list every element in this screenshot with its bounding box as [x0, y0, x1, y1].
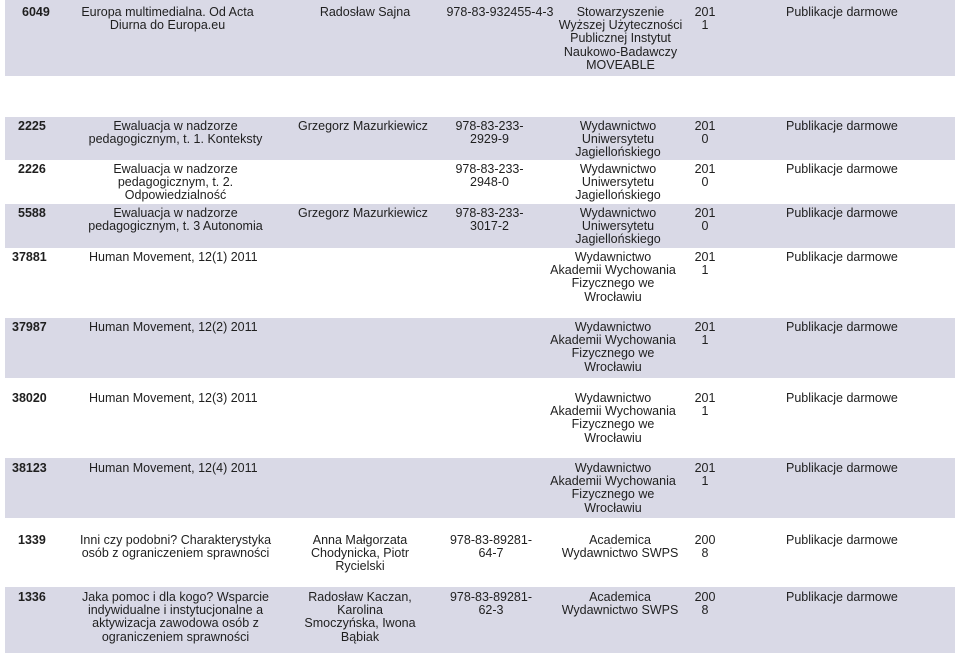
row-isbn: 978-83-233-2929-9 [455, 119, 524, 147]
row-author: Radosław Sajna [319, 5, 411, 19]
row-title: Inni czy podobni? Charakterystyka osób z… [79, 533, 272, 561]
row-year: 201 0 [694, 119, 716, 147]
row-id: 2226 [18, 162, 46, 176]
table-row: 1336 Jaka pomoc i dla kogo? Wsparcie ind… [5, 587, 955, 653]
row-publisher: Wydawnictwo Uniwersytetu Jagiellońskiego [575, 119, 661, 160]
row-id: 1336 [18, 590, 46, 604]
row-title: Ewaluacja w nadzorze pedagogicznym, t. 3… [88, 206, 263, 234]
row-author: Grzegorz Mazurkiewicz [298, 206, 428, 220]
row-category: Publikacje darmowe [786, 461, 898, 475]
row-category: Publikacje darmowe [786, 119, 898, 133]
table-row: 38123 Human Movement, 12(4) 2011 Wydawni… [5, 458, 955, 518]
row-publisher: Stowarzyszenie Wyższej Użyteczności Publ… [558, 5, 683, 72]
row-author: Anna Małgorzata Chodynicka, Piotr Ryciel… [311, 533, 409, 574]
row-id: 1339 [18, 533, 46, 547]
row-year: 200 8 [694, 590, 716, 618]
row-author: Radosław Kaczan, Karolina Smoczyńska, Iw… [304, 590, 416, 644]
row-title: Human Movement, 12(3) 2011 [89, 391, 258, 405]
row-author: Grzegorz Mazurkiewicz [298, 119, 428, 133]
row-year: 200 8 [694, 533, 716, 561]
row-id: 38123 [12, 461, 47, 475]
row-title: Jaka pomoc i dla kogo? Wsparcie indywidu… [82, 590, 269, 644]
row-year: 201 1 [694, 250, 716, 278]
row-category: Publikacje darmowe [786, 5, 898, 19]
row-year: 201 0 [694, 162, 716, 190]
row-year: 201 0 [694, 206, 716, 234]
row-title: Human Movement, 12(4) 2011 [89, 461, 258, 475]
row-category: Publikacje darmowe [786, 250, 898, 264]
row-year: 201 1 [694, 5, 716, 33]
table-row: 37987 Human Movement, 12(2) 2011 Wydawni… [5, 318, 955, 378]
row-publisher: Wydawnictwo Uniwersytetu Jagiellońskiego [575, 162, 661, 203]
row-id: 37987 [12, 320, 47, 334]
table-row: 6049 Europa multimedialna. Od Acta Diurn… [5, 0, 955, 76]
row-publisher: Wydawnictwo Akademii Wychowania Fizyczne… [550, 461, 676, 515]
row-category: Publikacje darmowe [786, 206, 898, 220]
row-category: Publikacje darmowe [786, 590, 898, 604]
row-title: Ewaluacja w nadzorze pedagogicznym, t. 2… [113, 162, 238, 203]
row-title: Human Movement, 12(1) 2011 [89, 250, 258, 264]
row-isbn: 978-83-233-2948-0 [455, 162, 524, 190]
row-publisher: Academica Wydawnictwo SWPS [561, 590, 679, 618]
row-isbn: 978-83-89281-62-3 [449, 590, 532, 618]
row-publisher: Wydawnictwo Uniwersytetu Jagiellońskiego [575, 206, 661, 247]
row-id: 6049 [22, 5, 50, 19]
row-title: Ewaluacja w nadzorze pedagogicznym, t. 1… [88, 119, 263, 147]
row-year: 201 1 [694, 391, 716, 419]
row-isbn: 978-83-233-3017-2 [455, 206, 524, 234]
row-year: 201 1 [694, 320, 716, 348]
row-title: Human Movement, 12(2) 2011 [89, 320, 258, 334]
table-row: 2226 Ewaluacja w nadzorze pedagogicznym,… [5, 160, 955, 204]
row-publisher: Academica Wydawnictwo SWPS [561, 533, 679, 561]
table-row: 5588 Ewaluacja w nadzorze pedagogicznym,… [5, 204, 955, 248]
row-category: Publikacje darmowe [786, 391, 898, 405]
table-row: 2225 Ewaluacja w nadzorze pedagogicznym,… [5, 117, 955, 160]
row-title: Europa multimedialna. Od Acta Diurna do … [81, 5, 254, 33]
row-id: 38020 [12, 391, 47, 405]
row-publisher: Wydawnictwo Akademii Wychowania Fizyczne… [550, 250, 676, 304]
table-row: 38020 Human Movement, 12(3) 2011 Wydawni… [5, 389, 955, 447]
row-category: Publikacje darmowe [786, 320, 898, 334]
row-id: 37881 [12, 250, 47, 264]
row-category: Publikacje darmowe [786, 162, 898, 176]
row-publisher: Wydawnictwo Akademii Wychowania Fizyczne… [550, 320, 676, 374]
table-row: 1339 Inni czy podobni? Charakterystyka o… [5, 530, 955, 578]
row-category: Publikacje darmowe [786, 533, 898, 547]
row-id: 5588 [18, 206, 46, 220]
row-year: 201 1 [694, 461, 716, 489]
row-publisher: Wydawnictwo Akademii Wychowania Fizyczne… [550, 391, 676, 445]
row-isbn: 978-83-89281-64-7 [449, 533, 532, 561]
table-row: 37881 Human Movement, 12(1) 2011 Wydawni… [5, 248, 955, 306]
row-id: 2225 [18, 119, 46, 133]
row-isbn: 978-83-932455-4-3 [446, 5, 554, 19]
